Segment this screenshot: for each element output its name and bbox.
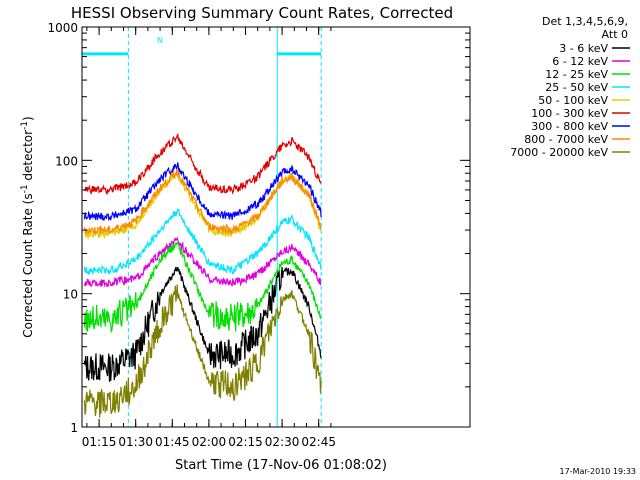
- y-tick-label-0: 1: [70, 421, 78, 435]
- series-line-3: [83, 208, 322, 276]
- series-line-0: [83, 266, 322, 382]
- legend-entry-1: 6 - 12 keV: [552, 55, 608, 68]
- detector-label-line2: Att 0: [602, 28, 628, 41]
- y-axis: 1 10 100 1000: [47, 21, 470, 435]
- x-tick-label-3: 02:00: [192, 435, 227, 449]
- legend-entry-2: 12 - 25 keV: [545, 68, 608, 81]
- series-line-1: [83, 236, 322, 288]
- x-tick-label-5: 02:30: [265, 435, 300, 449]
- series-line-6: [83, 162, 322, 222]
- legend-entry-0: 3 - 6 keV: [559, 42, 608, 55]
- detector-label-line1: Det 1,3,4,5,6,9,: [542, 15, 628, 28]
- chart-title: HESSI Observing Summary Count Rates, Cor…: [71, 4, 453, 22]
- y-axis-label: Corrected Count Rate (s-1 detector-1): [20, 116, 35, 337]
- x-tick-label-0: 01:15: [82, 435, 117, 449]
- plot-frame: [81, 26, 471, 428]
- y-tick-label-1: 10: [63, 288, 78, 302]
- night-label: N: [157, 36, 163, 45]
- legend-entry-7: 800 - 7000 keV: [524, 133, 608, 146]
- y-tick-label-2: 100: [55, 154, 78, 168]
- legend-entry-3: 25 - 50 keV: [545, 81, 608, 94]
- series-line-5: [84, 133, 322, 196]
- timestamp: 17-Mar-2010 19:33: [560, 467, 637, 476]
- x-tick-label-4: 02:15: [228, 435, 263, 449]
- y-tick-label-3: 1000: [47, 21, 78, 35]
- legend-entry-5: 100 - 300 keV: [531, 107, 608, 120]
- legend-entry-4: 50 - 100 keV: [538, 94, 608, 107]
- x-axis-label: Start Time (17-Nov-06 01:08:02): [175, 458, 387, 473]
- series-line-2: [83, 241, 322, 333]
- series-line-7: [83, 169, 322, 236]
- series-line-8: [83, 284, 322, 418]
- x-tick-label-2: 01:45: [155, 435, 190, 449]
- x-tick-label-6: 02:45: [301, 435, 336, 449]
- x-tick-label-1: 01:30: [118, 435, 153, 449]
- x-axis: 01:15 01:30 01:45 02:00 02:15 02:30 02:45: [82, 27, 336, 449]
- legend-entry-8: 7000 - 20000 keV: [510, 146, 608, 159]
- legend-entry-6: 300 - 800 keV: [531, 120, 608, 133]
- plot-area: [82, 27, 322, 427]
